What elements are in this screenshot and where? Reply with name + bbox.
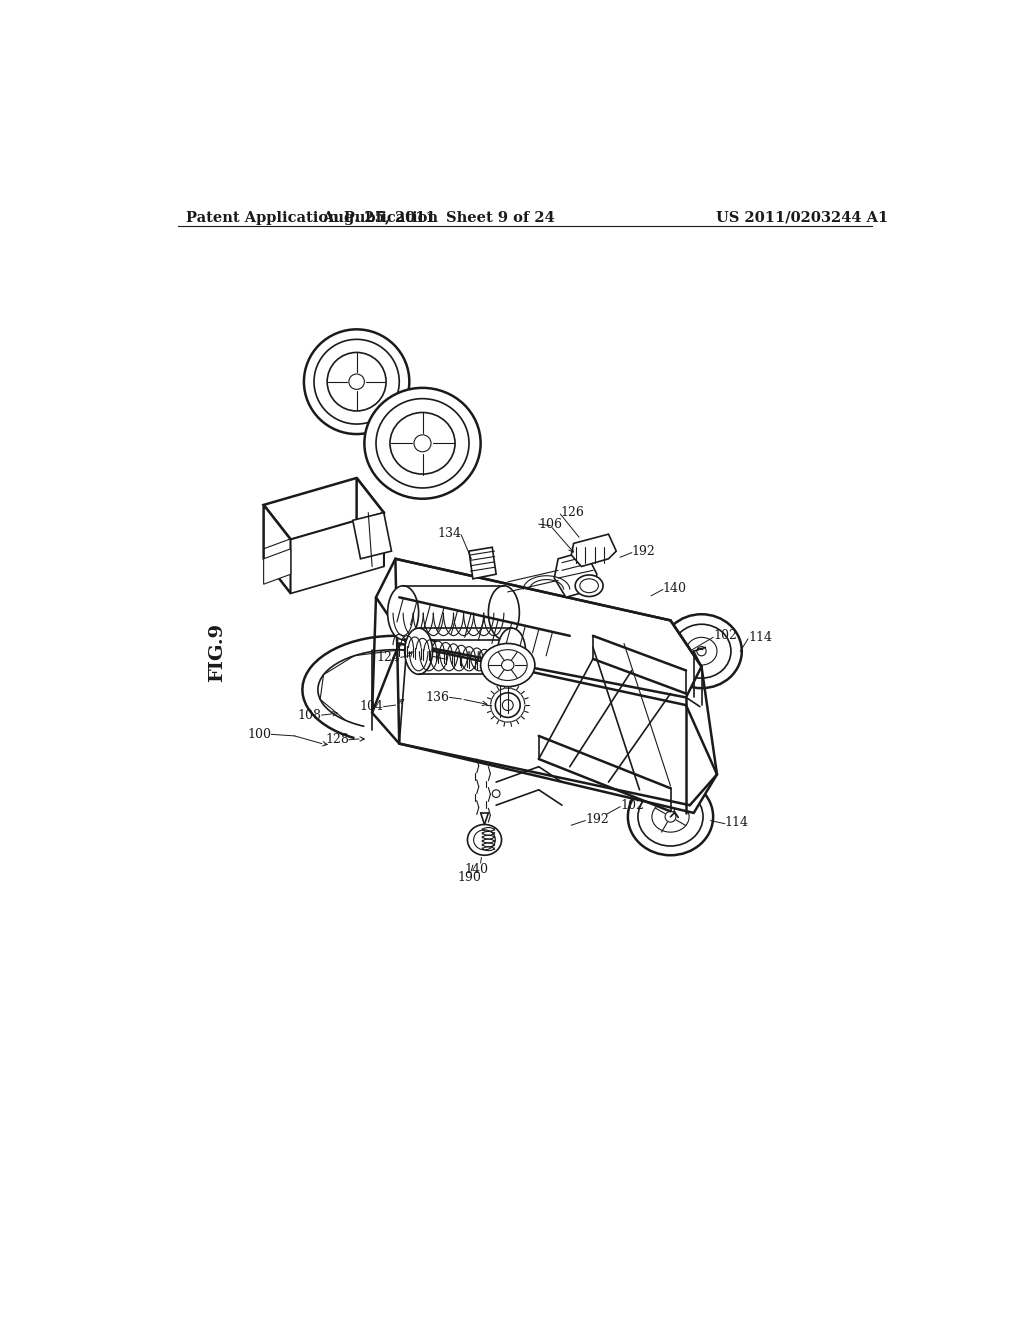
Ellipse shape [488,586,519,640]
Ellipse shape [365,388,480,499]
Polygon shape [263,506,291,594]
Ellipse shape [467,825,502,855]
Polygon shape [376,558,701,697]
Ellipse shape [414,434,431,451]
Ellipse shape [376,399,469,488]
Text: 140: 140 [465,863,488,876]
Polygon shape [571,535,616,566]
Ellipse shape [580,578,598,593]
Text: 128: 128 [325,733,349,746]
Ellipse shape [474,830,496,850]
Ellipse shape [349,374,365,389]
Polygon shape [263,478,384,540]
Text: 192: 192 [586,813,609,825]
Text: 124: 124 [377,651,400,664]
Ellipse shape [697,647,707,656]
Ellipse shape [488,649,527,681]
Text: 102: 102 [621,799,644,812]
Text: Patent Application Publication: Patent Application Publication [186,211,438,224]
Polygon shape [469,548,496,578]
Text: 100: 100 [248,727,271,741]
Polygon shape [263,549,291,585]
Text: 134: 134 [437,527,461,540]
Polygon shape [372,644,717,813]
Text: US 2011/0203244 A1: US 2011/0203244 A1 [716,211,889,224]
Ellipse shape [502,660,514,671]
Text: 104: 104 [359,700,384,713]
Ellipse shape [496,693,520,718]
Ellipse shape [652,801,689,832]
Text: 140: 140 [663,582,687,594]
Ellipse shape [404,628,432,675]
Polygon shape [291,512,384,594]
Ellipse shape [388,586,419,640]
Text: 102: 102 [713,630,737,643]
Text: 106: 106 [539,517,563,531]
Ellipse shape [665,812,676,822]
Ellipse shape [503,700,513,710]
Ellipse shape [480,644,535,686]
Ellipse shape [662,614,741,688]
Ellipse shape [628,779,713,855]
Ellipse shape [686,638,717,665]
Polygon shape [356,478,384,566]
Text: 114: 114 [748,631,772,644]
Ellipse shape [575,576,603,597]
Text: Aug. 25, 2011  Sheet 9 of 24: Aug. 25, 2011 Sheet 9 of 24 [322,211,554,224]
Polygon shape [352,512,391,558]
Text: 192: 192 [632,545,655,557]
Ellipse shape [390,413,455,474]
Text: FIG.9: FIG.9 [208,623,226,682]
Text: 114: 114 [725,816,749,829]
Ellipse shape [493,789,500,797]
Ellipse shape [304,330,410,434]
Ellipse shape [498,628,525,675]
Text: 136: 136 [426,690,450,704]
Ellipse shape [328,352,386,411]
Ellipse shape [638,788,703,846]
Text: 108: 108 [298,709,322,722]
Ellipse shape [314,339,399,424]
Polygon shape [554,552,597,597]
Text: 126: 126 [560,506,585,519]
Ellipse shape [672,624,731,678]
Text: 190: 190 [457,871,481,883]
